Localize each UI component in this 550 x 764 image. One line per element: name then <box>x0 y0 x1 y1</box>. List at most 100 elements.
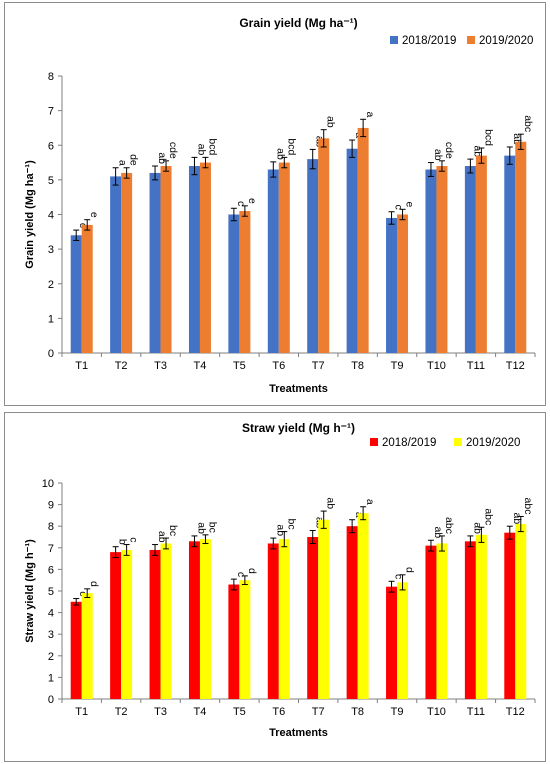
bar-2018/2019-T4 <box>188 541 200 699</box>
y-tick-label: 4 <box>48 210 54 222</box>
significance-letter: e <box>404 201 416 207</box>
y-tick-label: 0 <box>48 694 54 706</box>
bar-2019/2020-T12 <box>515 141 527 353</box>
legend-label-2018/2019: 2018/2019 <box>382 437 436 449</box>
y-tick-label: 1 <box>48 672 54 684</box>
x-tick-label: T6 <box>272 360 285 372</box>
x-tick-label: T5 <box>233 706 246 718</box>
bar-2019/2020-T9 <box>397 582 409 699</box>
significance-letter: ab <box>156 531 168 543</box>
bar-2019/2020-T3 <box>160 543 172 699</box>
bar-2019/2020-T4 <box>199 162 211 353</box>
bar-2018/2019-T1 <box>70 601 82 699</box>
significance-letter: c <box>128 537 140 542</box>
y-tick-label: 10 <box>42 478 54 490</box>
bar-2019/2020-T2 <box>121 172 133 353</box>
significance-letter: ab <box>432 149 444 161</box>
significance-letter: b <box>117 539 129 545</box>
bar-2018/2019-T8 <box>346 148 358 353</box>
x-tick-label: T11 <box>467 706 485 718</box>
straw-chart-title: Straw yield (Mg h⁻¹) <box>242 421 355 435</box>
bar-2019/2020-T1 <box>81 224 93 353</box>
significance-letter: ab <box>195 522 207 534</box>
significance-letter: bcd <box>482 129 494 146</box>
significance-letter: e <box>88 212 100 218</box>
y-tick-label: 8 <box>48 521 54 533</box>
straw-yield-chart-panel: Straw yield (Mg h⁻¹) 2018/2019 2019/2020 0 1… <box>4 412 546 762</box>
significance-letter: bcd <box>206 138 218 155</box>
legend-label-2019/2020: 2019/2020 <box>479 35 533 47</box>
bar-2018/2019-T6 <box>267 543 279 699</box>
significance-letter: bc <box>167 525 179 536</box>
bar-2018/2019-T1 <box>70 235 82 353</box>
significance-letter: ab <box>274 148 286 160</box>
y-tick-label: 6 <box>48 140 54 152</box>
significance-letter: ab <box>432 527 444 539</box>
significance-letter: a <box>117 160 129 166</box>
significance-letter: d <box>404 567 416 573</box>
significance-letter: ab <box>325 497 337 509</box>
bar-2019/2020-T7 <box>318 138 330 353</box>
bar-2019/2020-T11 <box>475 534 487 699</box>
x-tick-label: T11 <box>467 360 485 372</box>
grain-chart-title: Grain yield (Mg ha⁻¹) <box>239 16 357 30</box>
significance-letter: c <box>235 572 247 577</box>
grain-yield-chart: Grain yield (Mg ha⁻¹) 2018/2019 2019/2020 0… <box>24 16 536 395</box>
bar-2018/2019-T9 <box>386 217 398 353</box>
significance-letter: bc <box>206 522 218 533</box>
bar-2019/2020-T11 <box>475 155 487 353</box>
x-tick-label: T1 <box>75 360 88 372</box>
significance-letter: cde <box>443 142 455 159</box>
significance-letter: abc <box>522 498 534 515</box>
bar-2018/2019-T2 <box>110 552 122 699</box>
significance-letter: a <box>364 111 376 117</box>
x-tick-label: T8 <box>351 706 364 718</box>
bar-2019/2020-T9 <box>397 214 409 353</box>
y-tick-label: 7 <box>48 106 54 118</box>
y-tick-label: 5 <box>48 586 54 598</box>
bar-2018/2019-T8 <box>346 526 358 699</box>
bar-2019/2020-T1 <box>81 593 93 699</box>
x-tick-label: T5 <box>233 360 246 372</box>
significance-letter: abc <box>482 508 494 525</box>
bar-2019/2020-T10 <box>436 543 448 699</box>
significance-letter: ab <box>471 145 483 157</box>
bar-2018/2019-T3 <box>149 172 161 353</box>
legend-swatch-2019/2020 <box>467 36 475 44</box>
x-tick-label: T3 <box>154 706 167 718</box>
legend-label-2018/2019: 2018/2019 <box>402 35 456 47</box>
significance-letter: abc <box>522 115 534 132</box>
bar-2018/2019-T12 <box>504 532 516 699</box>
straw-yield-chart: Straw yield (Mg h⁻¹) 2018/2019 2019/2020 0 1… <box>24 421 536 739</box>
significance-letter: cde <box>167 142 179 159</box>
y-tick-label: 2 <box>48 279 54 291</box>
x-tick-label: T12 <box>506 360 525 372</box>
bar-2018/2019-T11 <box>464 166 476 353</box>
bar-2018/2019-T6 <box>267 169 279 353</box>
x-tick-label: T12 <box>506 706 525 718</box>
x-tick-label: T10 <box>427 706 446 718</box>
significance-letter: bcd <box>285 138 297 155</box>
y-tick-label: 8 <box>48 71 54 83</box>
significance-letter: ab <box>471 522 483 534</box>
bar-2019/2020-T6 <box>278 162 290 353</box>
significance-letter: ab <box>511 133 523 145</box>
x-tick-label: T2 <box>115 360 128 372</box>
legend-label-2019/2020: 2019/2020 <box>466 437 520 449</box>
x-tick-label: T7 <box>312 360 325 372</box>
bar-2018/2019-T10 <box>425 545 437 699</box>
bar-2019/2020-T3 <box>160 166 172 353</box>
bar-2019/2020-T8 <box>357 127 369 353</box>
grain-y-axis-label: Grain yield (Mg ha⁻¹) <box>24 160 36 269</box>
bar-2018/2019-T5 <box>228 584 240 699</box>
y-tick-label: 0 <box>48 348 54 360</box>
y-tick-label: 6 <box>48 564 54 576</box>
bar-2019/2020-T5 <box>239 211 251 353</box>
y-tick-label: 3 <box>48 244 54 256</box>
bar-2018/2019-T7 <box>307 537 319 699</box>
legend-swatch-2018/2019 <box>390 36 398 44</box>
significance-letter: de <box>128 154 140 166</box>
bar-2019/2020-T7 <box>318 519 330 699</box>
bar-2019/2020-T12 <box>515 524 527 699</box>
significance-letter: d <box>246 568 258 574</box>
